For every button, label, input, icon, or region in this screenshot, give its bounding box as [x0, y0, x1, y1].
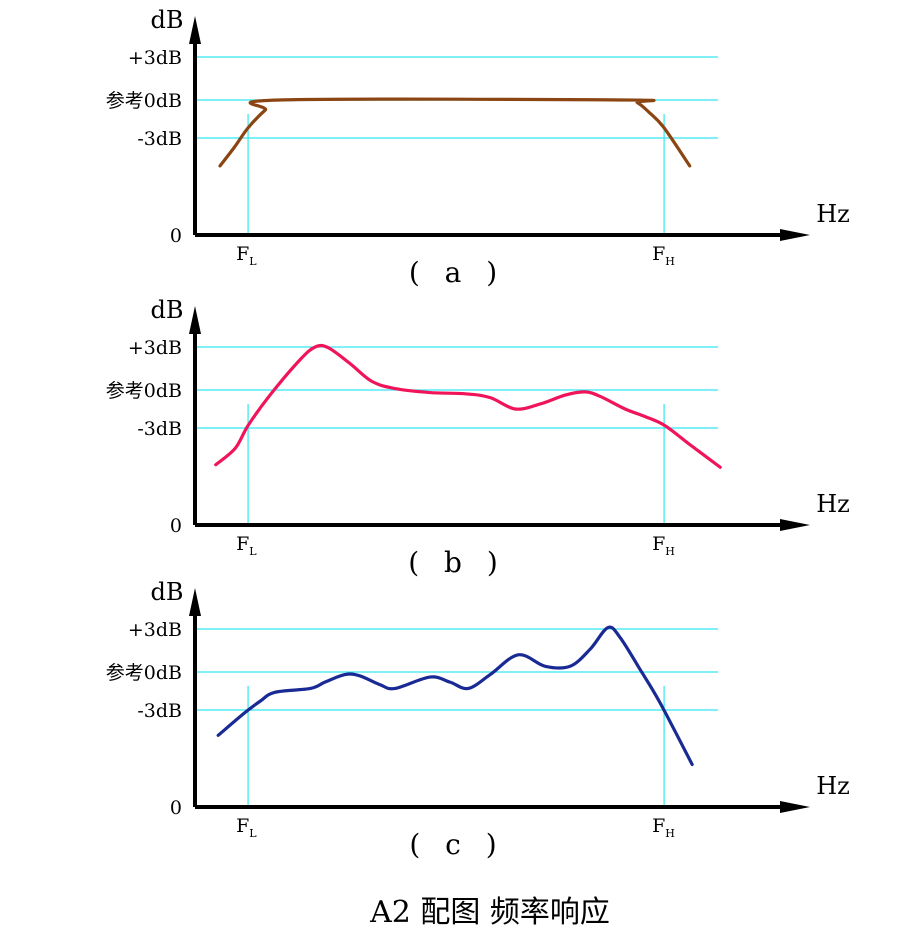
panel-caption: ( a ) [409, 256, 505, 289]
y-tick-label: +3dB [128, 337, 182, 359]
response-curve [216, 625, 694, 767]
y-axis-label: dB [151, 6, 184, 34]
x-axis-arrow-icon [780, 229, 810, 241]
y-axis-arrow-icon [189, 16, 201, 44]
chart-panel-b: dB Hz +3dB 参考0dB -3dB 0 FL FH ( b ) [106, 296, 850, 579]
x-tick-label: FL [236, 243, 257, 268]
x-axis-label: Hz [816, 490, 850, 518]
chart-panels: dB Hz +3dB 参考0dB -3dB 0 FL FH ( a ) dB Hz +3dB 参考0dB… [106, 6, 850, 861]
y-tick-label: 参考0dB [106, 662, 182, 684]
chart-panel-a: dB Hz +3dB 参考0dB -3dB 0 FL FH ( a ) [106, 6, 850, 289]
y-tick-label: 0 [170, 225, 182, 247]
y-tick-label: -3dB [137, 128, 182, 150]
chart-panel-c: dB Hz +3dB 参考0dB -3dB 0 FL FH ( c ) [106, 578, 850, 861]
response-curve [218, 97, 692, 168]
x-tick-label: FL [236, 815, 257, 840]
x-tick-label: FH [652, 243, 675, 268]
y-tick-label: 0 [170, 797, 182, 819]
response-curve [214, 343, 722, 469]
y-tick-label: +3dB [128, 619, 182, 641]
x-axis-label: Hz [816, 772, 850, 800]
y-axis-arrow-icon [189, 588, 201, 616]
y-axis-label: dB [151, 578, 184, 606]
x-axis-arrow-icon [780, 519, 810, 531]
x-tick-label: FH [652, 533, 675, 558]
figure-title: A2 配图 频率响应 [369, 895, 610, 930]
y-tick-label: 参考0dB [106, 90, 182, 112]
y-tick-label: -3dB [137, 418, 182, 440]
panel-caption: ( b ) [408, 546, 506, 579]
panel-caption: ( c ) [409, 828, 504, 861]
x-axis-label: Hz [816, 200, 850, 228]
x-tick-label: FH [652, 815, 675, 840]
y-tick-label: 0 [170, 515, 182, 537]
y-tick-label: -3dB [137, 700, 182, 722]
x-tick-label: FL [236, 533, 257, 558]
x-axis-arrow-icon [780, 801, 810, 813]
y-tick-label: 参考0dB [106, 380, 182, 402]
y-axis-arrow-icon [189, 306, 201, 334]
y-tick-label: +3dB [128, 47, 182, 69]
y-axis-label: dB [151, 296, 184, 324]
